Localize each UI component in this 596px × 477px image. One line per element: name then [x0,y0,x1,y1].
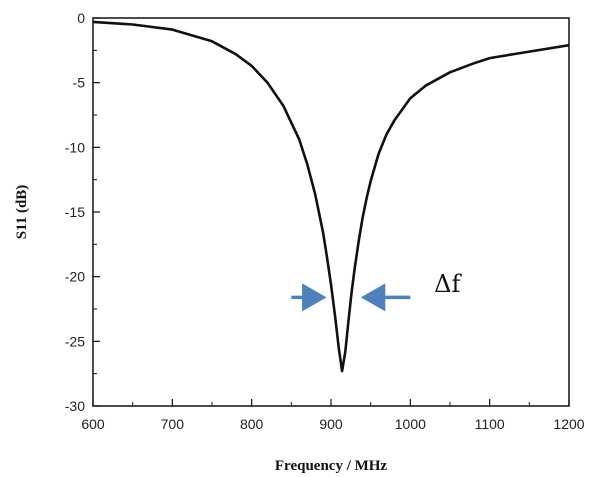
y-tick-label: -10 [65,139,85,155]
delta-f-annotation: Δf [434,270,462,298]
x-tick-labels: 600 700 800 900 1000 1100 1200 [81,416,584,432]
y-tick-label: -30 [65,398,85,414]
x-tick-label: 800 [240,416,264,432]
series-line [92,20,570,373]
x-tick-label: 1200 [553,416,584,432]
y-tick-label: -5 [73,75,86,91]
plot-frame [92,17,570,407]
x-tick-label: 900 [319,416,343,432]
y-tick-labels: 0 -5 -10 -15 -20 -25 -30 [65,10,85,414]
x-tick-label: 1100 [475,416,505,432]
y-tick-label: -20 [65,269,85,285]
x-axis-title: Frequency / MHz [275,458,388,474]
y-tick-label: -15 [65,204,85,220]
axis-ticks [92,17,570,407]
y-axis-title: S11 (dB) [14,185,30,240]
x-tick-label: 1000 [395,416,426,432]
x-tick-label: 700 [161,416,185,432]
x-tick-label: 600 [81,416,105,432]
y-tick-label: 0 [77,10,85,26]
y-tick-label: -25 [65,333,85,349]
